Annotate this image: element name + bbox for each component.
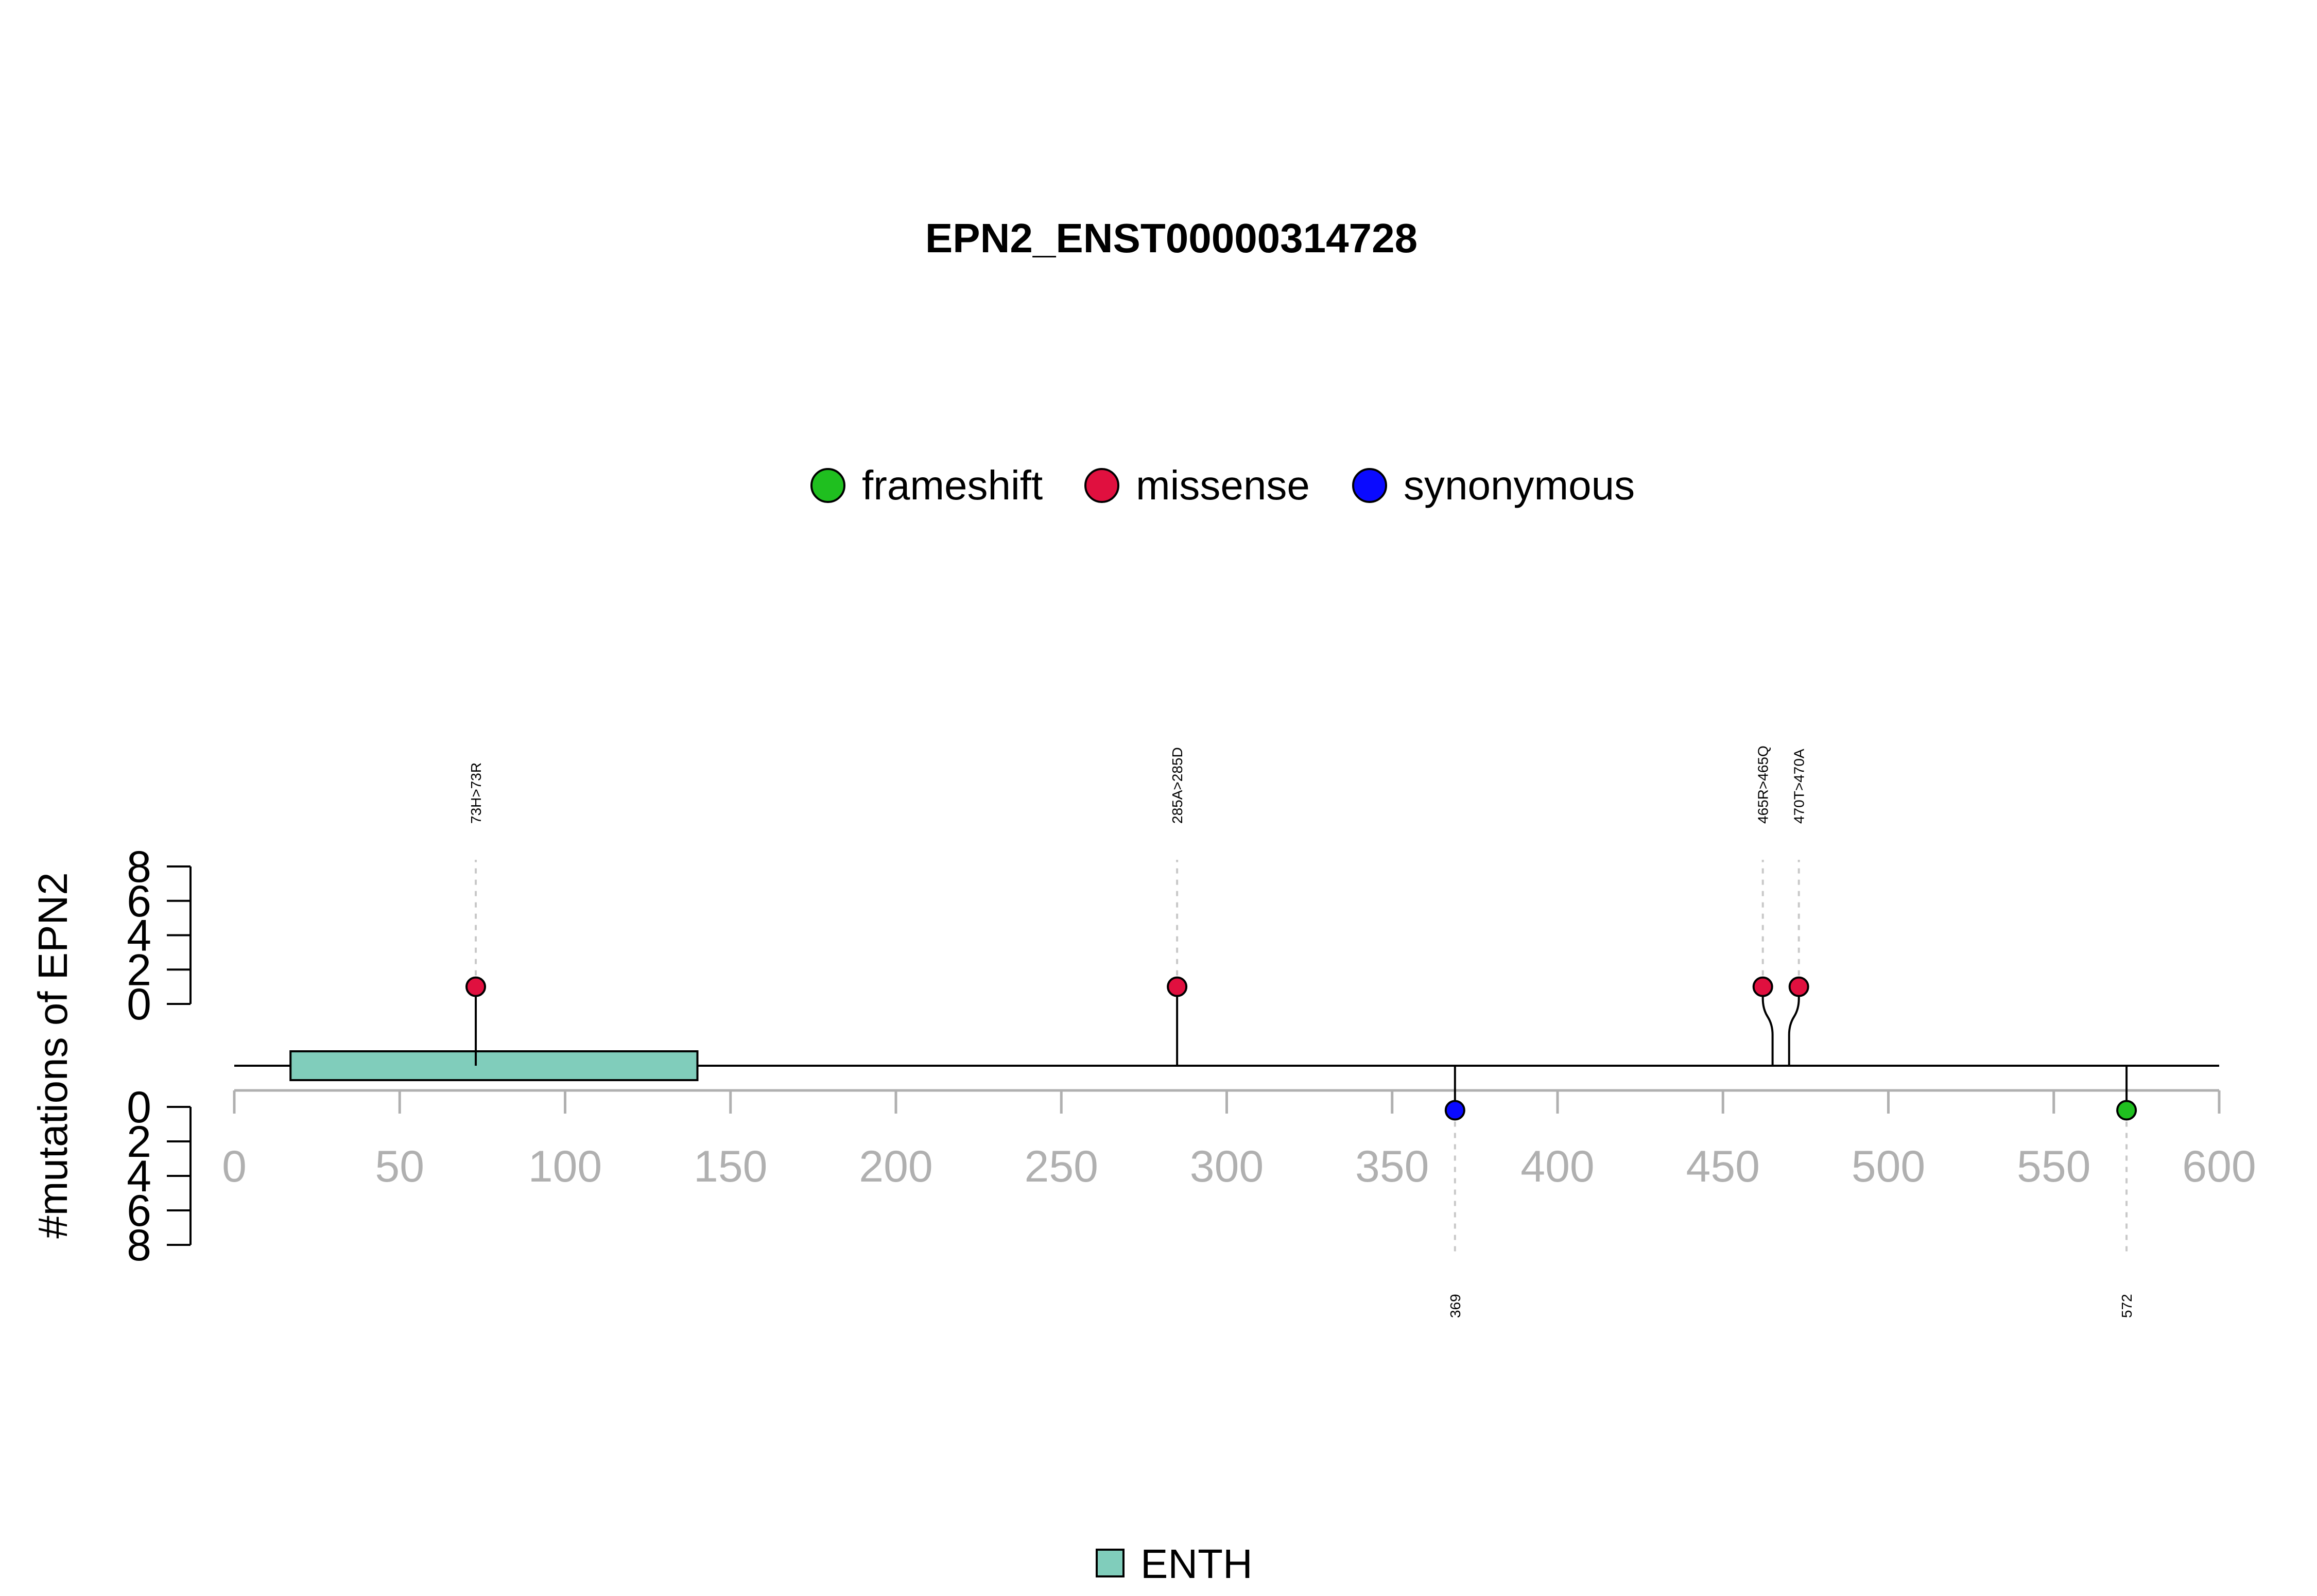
mutation-head-missense <box>465 976 487 997</box>
mutation-label: 369 <box>1447 1294 1463 1318</box>
domain-legend-item-ENTH: ENTH <box>1096 1541 1253 1587</box>
domain-legend-label: ENTH <box>1140 1541 1253 1587</box>
domain-ENTH <box>289 1050 699 1081</box>
x-tick-label: 250 <box>1025 1142 1099 1191</box>
mutation-head-missense <box>1167 976 1188 997</box>
x-tick-label: 350 <box>1355 1142 1429 1191</box>
x-tick-label: 400 <box>1520 1142 1595 1191</box>
mutation-470T>470A: 470T>470A <box>1788 749 1809 1066</box>
x-tick-label: 100 <box>528 1142 602 1191</box>
mutation-head-frameshift <box>2116 1100 2137 1121</box>
y-tick-label-bottom: 0 <box>127 1083 151 1132</box>
y-tick-label-top: 8 <box>127 842 151 892</box>
mutation-legend: frameshift missense synonymous <box>810 462 1635 508</box>
mutation-head-missense <box>1752 976 1773 997</box>
x-tick-label: 50 <box>375 1142 424 1191</box>
legend-label-synonymous: synonymous <box>1404 462 1635 508</box>
mutation-label: 572 <box>2119 1294 2135 1318</box>
x-axis: 0 50 100 150 200 250 300 350 400 450 500 550 600 <box>222 1089 2256 1191</box>
y-axis-label: #mutations of EPN2 <box>30 872 76 1238</box>
y-tick-label-top: 6 <box>127 877 151 926</box>
x-tick-label: 600 <box>2182 1142 2256 1191</box>
mutation-369: 369 <box>1444 1066 1465 1318</box>
legend-label-frameshift: frameshift <box>862 462 1043 508</box>
mutation-572: 572 <box>2116 1066 2137 1318</box>
x-tick-label: 450 <box>1686 1142 1760 1191</box>
mutation-head-missense <box>1788 976 1809 997</box>
y-tick-label-bottom: 8 <box>127 1221 151 1270</box>
mutation-label: 285A>285D <box>1169 747 1185 824</box>
legend-item-missense: missense <box>1084 462 1310 508</box>
mutation-285A>285D: 285A>285D <box>1167 747 1188 1066</box>
mutation-465R>465Q: 465R>465Q <box>1752 745 1774 1066</box>
mutation-label: 73H>73R <box>468 762 484 824</box>
legend-marker-missense <box>1084 468 1119 503</box>
mutation-stem <box>1788 986 1800 1066</box>
y-tick-label-top: 2 <box>127 945 151 995</box>
legend-label-missense: missense <box>1136 462 1310 508</box>
legend-marker-frameshift <box>810 468 845 503</box>
chart-title: EPN2_ENST00000314728 <box>925 215 1417 261</box>
y-tick-label-top: 4 <box>127 911 151 961</box>
legend-item-synonymous: synonymous <box>1352 462 1635 508</box>
mutation-label: 470T>470A <box>1791 749 1807 824</box>
mutation-head-synonymous <box>1444 1100 1465 1121</box>
x-tick-label: 500 <box>1852 1142 1926 1191</box>
x-tick-label: 550 <box>2017 1142 2091 1191</box>
mutation-stem <box>1761 986 1774 1066</box>
x-tick-label: 150 <box>694 1142 768 1191</box>
mutation-label: 465R>465Q <box>1755 745 1771 824</box>
x-tick-label: 200 <box>859 1142 933 1191</box>
y-tick-label-bottom: 4 <box>127 1152 151 1201</box>
legend-item-frameshift: frameshift <box>810 462 1043 508</box>
domain-legend-swatch <box>1096 1549 1125 1577</box>
y-tick-label-top: 0 <box>127 980 151 1029</box>
legend-marker-synonymous <box>1352 468 1387 503</box>
x-tick-label: 300 <box>1190 1142 1264 1191</box>
mutation-73H>73R: 73H>73R <box>465 762 487 1066</box>
y-tick-label-bottom: 6 <box>127 1186 151 1236</box>
domain-legend: ENTH <box>1096 1541 1253 1587</box>
y-tick-label-bottom: 2 <box>127 1117 151 1167</box>
x-tick-label: 0 <box>222 1142 247 1191</box>
